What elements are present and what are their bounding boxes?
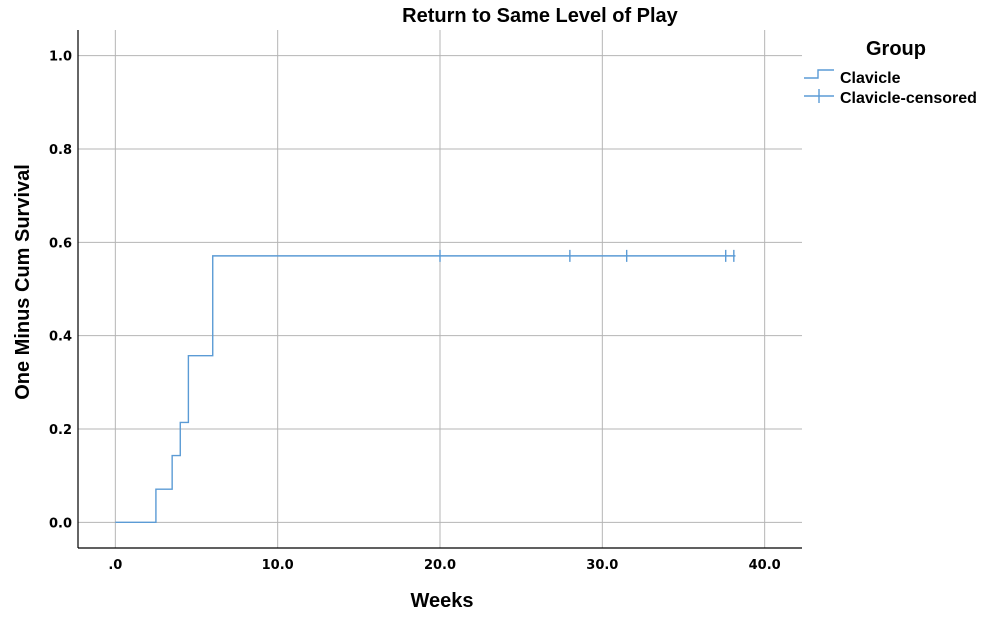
y-tick-label: 0.8 (49, 143, 72, 158)
x-tick-label: .0 (108, 558, 122, 573)
y-tick-label: 0.2 (49, 423, 72, 438)
x-tick-label: 10.0 (262, 558, 294, 573)
y-tick-label: 0.4 (49, 330, 72, 345)
legend-symbol-clavicle (804, 69, 834, 79)
legend: Group Clavicle Clavicle-censored (804, 38, 977, 107)
x-tick-label: 20.0 (424, 558, 456, 573)
legend-title: Group (866, 38, 926, 60)
x-tick-label: 40.0 (749, 558, 781, 573)
y-tick-label: 0.6 (49, 236, 72, 251)
grid-lines (78, 30, 802, 548)
y-tick-label: 1.0 (49, 50, 72, 65)
tick-labels: .0 10.0 20.0 30.0 40.0 0.0 0.2 0.4 0.6 0.8 1.0 (49, 50, 781, 573)
legend-label-censored: Clavicle-censored (840, 90, 977, 107)
axes (77, 30, 802, 549)
plot-area (115, 249, 736, 524)
survival-step-line (115, 255, 736, 524)
y-axis-label: One Minus Cum Survival (12, 164, 34, 400)
chart-title: Return to Same Level of Play (402, 5, 679, 27)
x-axis-label: Weeks (410, 590, 473, 612)
x-tick-label: 30.0 (586, 558, 618, 573)
legend-label-clavicle: Clavicle (840, 70, 901, 87)
y-tick-label: 0.0 (49, 516, 72, 531)
